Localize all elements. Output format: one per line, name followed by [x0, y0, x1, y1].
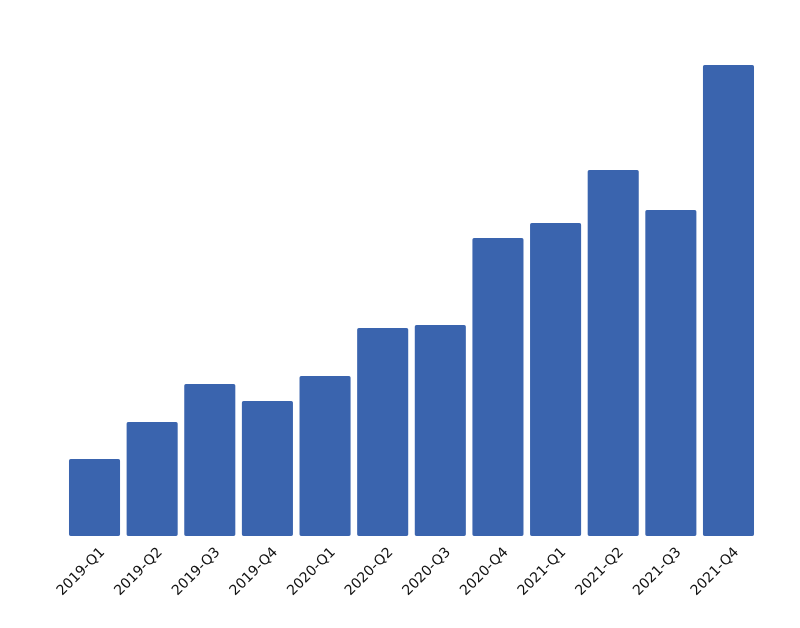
bar: [126, 422, 178, 536]
bar: [702, 65, 755, 536]
bar: [184, 384, 236, 536]
x-tick-label: 2020-Q2: [342, 544, 397, 599]
bar: [414, 325, 466, 536]
bar: [530, 223, 582, 536]
x-tick-label: 2020-Q4: [457, 544, 512, 599]
x-tick-label: 2020-Q1: [284, 544, 339, 599]
x-tick-label: 2019-Q3: [169, 544, 224, 599]
x-tick-label: 2020-Q3: [399, 544, 454, 599]
x-tick-label: 2019-Q4: [227, 544, 282, 599]
x-tick-label: 2021-Q1: [515, 544, 570, 599]
bar: [472, 238, 524, 536]
bar: [241, 401, 293, 536]
bar: [68, 459, 121, 536]
bar: [299, 376, 351, 536]
x-tick-label: 2021-Q4: [688, 544, 743, 599]
x-tick-label: 2021-Q2: [572, 544, 627, 599]
bar: [357, 328, 409, 536]
bar: [587, 170, 639, 536]
x-tick-label: 2021-Q3: [630, 544, 685, 599]
bar: [645, 210, 697, 536]
x-tick-label: 2019-Q1: [54, 544, 109, 599]
x-tick-label: 2019-Q2: [111, 544, 166, 599]
